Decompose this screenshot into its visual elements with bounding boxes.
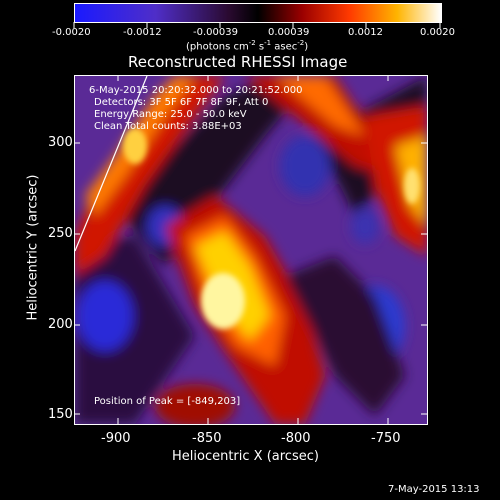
colorbar-tick-label: 0.0012: [348, 27, 383, 38]
colorbar-tick-label: 0.0020: [420, 27, 455, 38]
x-tick-label: -750: [371, 431, 401, 446]
x-axis-label: Heliocentric X (arcsec): [172, 449, 319, 464]
colorbar: [74, 3, 442, 23]
detectors-annotation: Detectors: 3F 5F 6F 7F 8F 9F, Att 0: [94, 97, 269, 108]
time-range-annotation: 6-May-2015 20:20:32.000 to 20:21:52.000: [89, 85, 303, 96]
energy-range-annotation: Energy Range: 25.0 - 50.0 keV: [94, 109, 247, 120]
colorbar-ticks: [73, 22, 441, 28]
solar-limb-line: [75, 76, 148, 252]
colorbar-tick-label: -0.00039: [193, 27, 238, 38]
colorbar-units: (photons cm-2 s-1 asec-2): [186, 39, 309, 53]
y-tick-label: 200: [48, 317, 73, 332]
colorbar-tick-label: -0.0020: [52, 27, 91, 38]
y-tick-label: 250: [48, 226, 73, 241]
y-tick-label: 150: [48, 407, 73, 422]
colorbar-tick-label: -0.0012: [123, 27, 162, 38]
heatmap-image: [75, 76, 427, 424]
colorbar-tick-label: 0.00039: [268, 27, 310, 38]
y-axis-label: Heliocentric Y (arcsec): [25, 174, 41, 321]
plot-area: 6-May-2015 20:20:32.000 to 20:21:52.000 …: [74, 75, 428, 425]
x-tick-label: -800: [281, 431, 311, 446]
peak-position-annotation: Position of Peak = [-849,203]: [94, 396, 241, 407]
clean-counts-annotation: Clean Total counts: 3.88E+03: [94, 121, 242, 132]
plot-title: Reconstructed RHESSI Image: [128, 53, 348, 71]
x-tick-label: -900: [101, 431, 131, 446]
y-tick-label: 300: [48, 135, 73, 150]
x-tick-label: -850: [192, 431, 222, 446]
render-timestamp: 7-May-2015 13:13: [388, 484, 480, 495]
colorbar-gradient: [75, 4, 441, 22]
